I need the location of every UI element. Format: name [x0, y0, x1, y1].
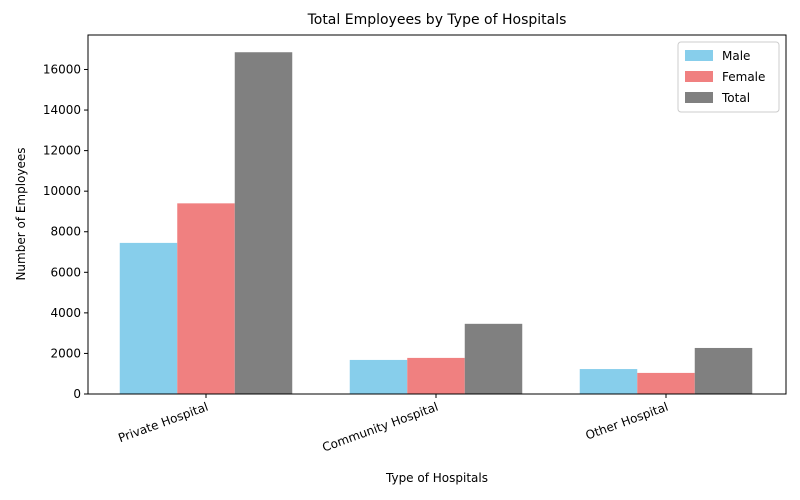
- legend-swatch-male: [685, 50, 713, 61]
- bar-male-other-hospital: [579, 369, 638, 394]
- legend-label-total: Total: [721, 91, 750, 105]
- y-tick-label: 12000: [43, 144, 81, 158]
- y-tick-label: 2000: [50, 346, 81, 360]
- bar-female-private-hospital: [177, 203, 235, 394]
- y-tick-label: 14000: [43, 103, 81, 117]
- chart-title: Total Employees by Type of Hospitals: [307, 12, 567, 28]
- bar-total-other-hospital: [694, 347, 753, 394]
- y-tick-label: 10000: [43, 184, 81, 198]
- legend-label-male: Male: [722, 49, 750, 63]
- bars-group: [119, 52, 753, 394]
- plot-frame: [87, 34, 787, 395]
- x-tick-label: Community Hospital: [320, 400, 440, 455]
- bar-female-other-hospital: [637, 372, 695, 394]
- x-axis-label: Type of Hospitals: [385, 471, 488, 485]
- bar-total-private-hospital: [234, 52, 293, 394]
- x-tick-label: Other Hospital: [584, 400, 670, 443]
- y-axis: 0 2000 4000 6000 8000 10000 12000 14000 16000: [43, 62, 88, 401]
- bar-male-community-hospital: [349, 359, 408, 394]
- x-axis: Private Hospital Community Hospital Other …: [116, 394, 670, 455]
- legend-swatch-total: [685, 92, 713, 103]
- y-tick-label: 0: [73, 387, 81, 401]
- bar-male-private-hospital: [119, 242, 178, 394]
- bar-female-community-hospital: [407, 357, 465, 394]
- legend-swatch-female: [685, 71, 713, 82]
- legend-label-female: Female: [722, 70, 765, 84]
- bar-total-community-hospital: [464, 323, 523, 394]
- y-axis-label: Number of Employees: [14, 147, 28, 280]
- y-tick-label: 8000: [50, 225, 81, 239]
- y-tick-label: 6000: [50, 265, 81, 279]
- y-tick-label: 4000: [50, 306, 81, 320]
- x-tick-label: Private Hospital: [116, 400, 210, 446]
- legend: Male Female Total: [677, 41, 780, 113]
- y-tick-label: 16000: [43, 62, 81, 76]
